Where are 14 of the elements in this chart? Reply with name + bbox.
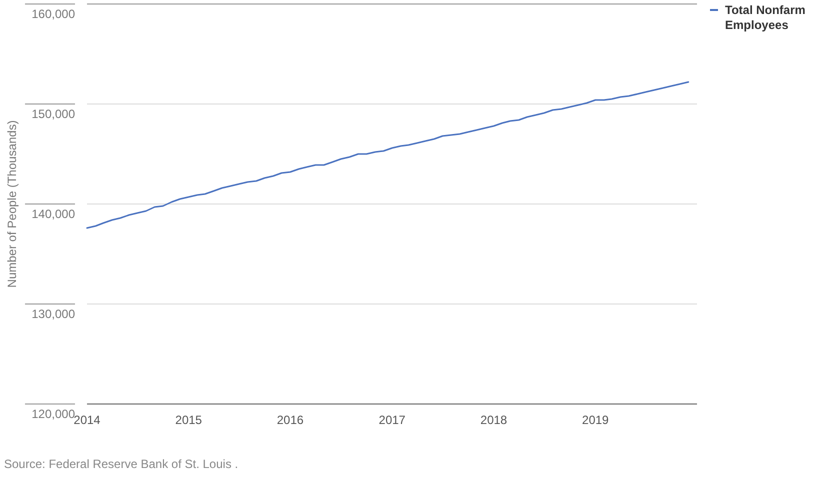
y-tick-label: 140,000 (32, 207, 76, 221)
source-note: Source: Federal Reserve Bank of St. Louis . (4, 457, 238, 471)
legend-label: Total Nonfarm Employees (725, 3, 806, 32)
y-tick-label: 120,000 (32, 407, 76, 421)
y-axis-title: Number of People (Thousands) (5, 120, 19, 288)
x-tick-label: 2018 (480, 413, 508, 427)
y-tick-label: 130,000 (32, 307, 76, 321)
x-tick-label: 2014 (74, 413, 101, 427)
x-tick-label: 2019 (582, 413, 610, 427)
x-tick-label: 2015 (175, 413, 202, 427)
y-tick-label: 150,000 (32, 107, 76, 121)
x-tick-label: 2017 (378, 413, 406, 427)
y-tick-label: 160,000 (32, 7, 76, 21)
x-tick-label: 2016 (276, 413, 304, 427)
